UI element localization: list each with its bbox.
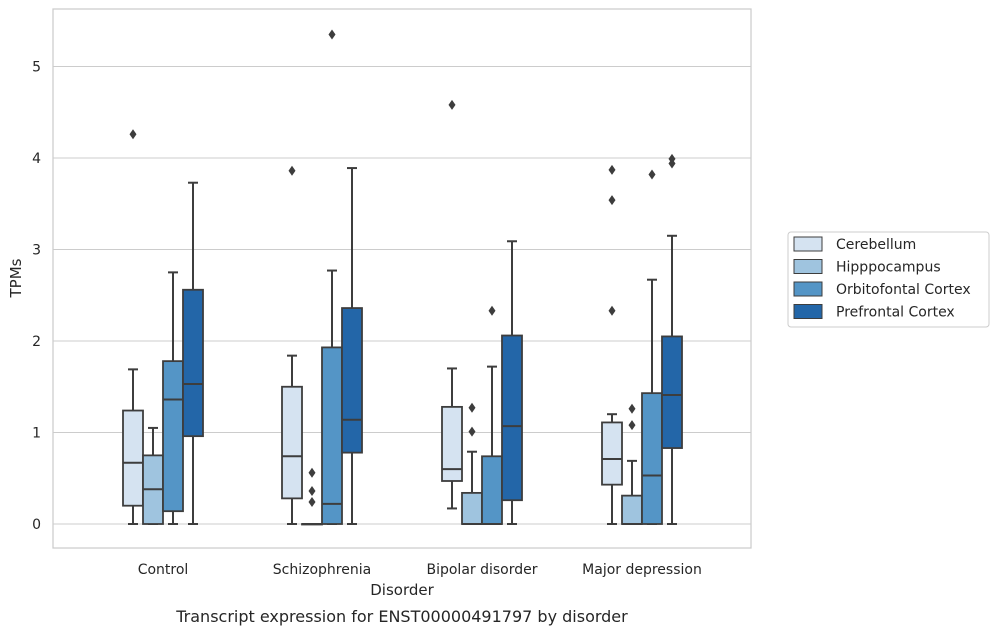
box: [341, 167, 363, 525]
box: [501, 240, 523, 525]
outlier-point: [628, 420, 636, 431]
chart-caption: Transcript expression for ENST0000049179…: [175, 607, 628, 626]
y-tick-label: 1: [32, 426, 41, 442]
box-body: [641, 392, 663, 525]
x-tick-label: Major depression: [582, 562, 702, 578]
series-orbitofontal-cortex: [162, 29, 663, 525]
box: [661, 153, 683, 525]
y-tick-label: 3: [32, 243, 41, 259]
box-body: [321, 346, 343, 525]
legend-swatch: [793, 281, 823, 297]
box: [122, 129, 144, 525]
box-body: [341, 307, 363, 454]
series-prefrontal-cortex: [182, 153, 683, 525]
box: [601, 164, 623, 525]
box: [162, 271, 184, 525]
plot-frame: [52, 8, 752, 549]
outlier-point: [628, 403, 636, 414]
box-body: [441, 405, 463, 482]
box: [301, 467, 323, 526]
y-tick-label: 0: [32, 517, 41, 533]
box-body: [182, 288, 204, 438]
box: [621, 403, 643, 525]
box: [441, 99, 463, 510]
legend-swatch: [793, 236, 823, 252]
x-axis-ticks: Control Schizophrenia Bipolar disorder Majo…: [138, 562, 702, 578]
outlier-point: [308, 467, 316, 478]
outlier-point: [468, 402, 476, 413]
outlier-point: [488, 305, 496, 316]
outlier-point: [308, 486, 316, 497]
box-body: [281, 385, 303, 500]
box: [481, 305, 503, 525]
box: [461, 402, 483, 525]
legend-label: Prefrontal Cortex: [836, 305, 955, 321]
legend-label: Hipppocampus: [836, 260, 941, 276]
box: [321, 29, 343, 525]
box: [641, 169, 663, 525]
outlier-point: [308, 497, 316, 508]
box-body: [122, 409, 144, 507]
legend-label: Cerebellum: [836, 237, 916, 253]
outlier-point: [608, 195, 616, 206]
series-cerebellum: [122, 99, 623, 525]
y-tick-label: 2: [32, 334, 41, 350]
outlier-point: [288, 165, 296, 176]
y-axis-ticks: 0 1 2 3 4 5: [32, 60, 41, 534]
legend-label: Orbitofontal Cortex: [836, 282, 971, 298]
box-body: [501, 334, 523, 502]
y-axis-label: TPMs: [7, 258, 25, 298]
box-body: [661, 335, 683, 449]
legend-frame: [787, 231, 990, 328]
outlier-point: [468, 426, 476, 437]
box-body: [601, 421, 623, 486]
outlier-point: [648, 169, 656, 180]
box-body: [162, 360, 184, 513]
outlier-point: [129, 129, 137, 140]
x-axis-label: Disorder: [370, 581, 434, 599]
series-hipppocampus: [142, 402, 643, 526]
outlier-point: [328, 29, 336, 40]
x-tick-label: Schizophrenia: [273, 562, 371, 578]
legend-swatch: [793, 259, 823, 274]
box-series: [122, 29, 683, 526]
box-body: [481, 455, 503, 525]
outlier-point: [608, 305, 616, 316]
box: [182, 181, 204, 525]
x-tick-label: Control: [138, 562, 189, 578]
legend-swatch: [793, 304, 823, 319]
y-tick-label: 5: [32, 60, 41, 76]
outlier-point: [608, 164, 616, 175]
outlier-point: [448, 99, 456, 110]
box: [281, 165, 303, 525]
x-tick-label: Bipolar disorder: [426, 562, 537, 578]
legend: Cerebellum Hipppocampus Orbitofontal Corte…: [787, 231, 990, 328]
box: [142, 426, 164, 525]
box-body: [461, 491, 483, 525]
outlier-point: [668, 153, 676, 164]
box-body: [621, 494, 643, 525]
y-tick-label: 4: [32, 151, 41, 167]
